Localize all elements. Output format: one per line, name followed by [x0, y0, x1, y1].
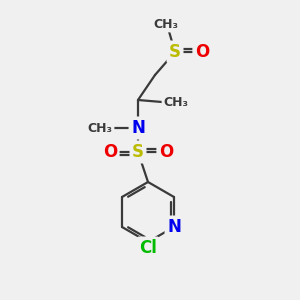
Text: N: N: [131, 119, 145, 137]
Text: O: O: [159, 143, 173, 161]
Text: N: N: [167, 218, 181, 236]
Text: O: O: [103, 143, 117, 161]
Text: O: O: [195, 43, 209, 61]
Text: Cl: Cl: [139, 239, 157, 257]
Text: CH₃: CH₃: [154, 17, 178, 31]
Text: S: S: [132, 143, 144, 161]
Text: CH₃: CH₃: [88, 122, 112, 134]
Text: CH₃: CH₃: [164, 95, 188, 109]
Text: S: S: [169, 43, 181, 61]
